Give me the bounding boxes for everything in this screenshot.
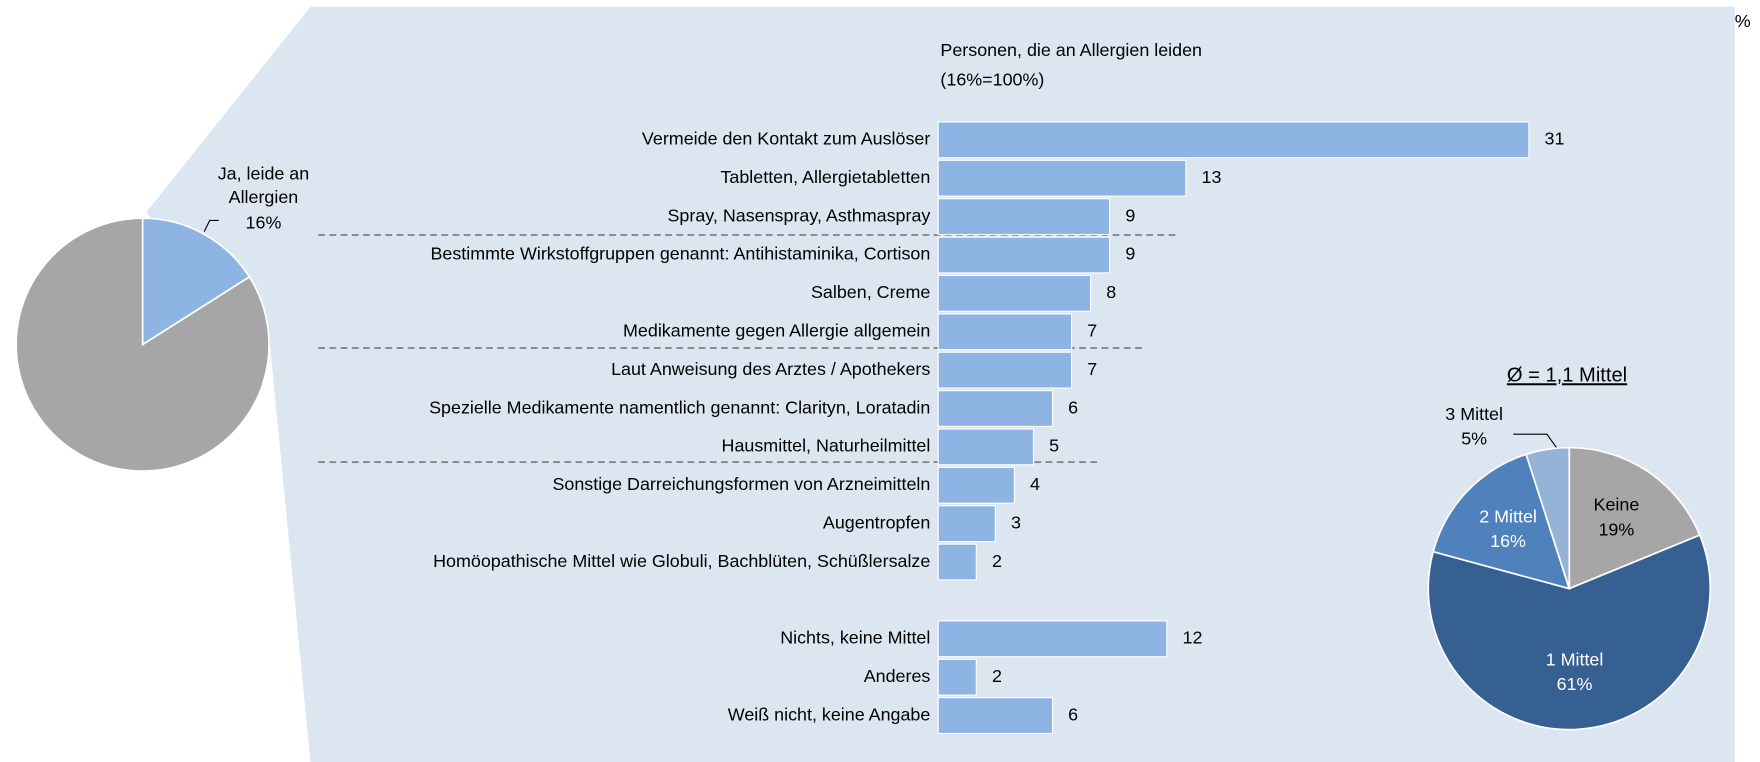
leader-line: [1513, 433, 1559, 451]
bar-title: Personen, die an Allergien leiden: [940, 40, 1202, 60]
bar: [937, 159, 1187, 197]
bar: [937, 505, 996, 543]
bar-subtitle: (16%=100%): [940, 69, 1044, 89]
value-label: 4: [1030, 474, 1040, 494]
category-label: Hausmittel, Naturheilmittel: [722, 436, 931, 456]
slice-label: Ja, leide an Allergien: [218, 163, 310, 206]
bar: [937, 274, 1092, 312]
category-label: Spezielle Medikamente namentlich genannt…: [429, 397, 930, 417]
category-label: Nichts, keine Mittel: [780, 628, 930, 648]
bar: [937, 543, 977, 581]
bar: [937, 697, 1054, 735]
bar: [937, 620, 1168, 658]
category-label: Medikamente gegen Allergie allgemein: [623, 321, 930, 341]
pie-slice: [1525, 446, 1571, 589]
value-label: 2: [992, 666, 1002, 686]
value-label: 6: [1068, 704, 1078, 724]
category-label: Tabletten, Allergietabletten: [720, 167, 930, 187]
bar: [937, 466, 1015, 504]
slice-value-label: 5%: [1461, 428, 1487, 448]
value-label: 13: [1202, 167, 1222, 187]
bar: [937, 198, 1111, 236]
value-label: 6: [1068, 397, 1078, 417]
leader-line: [203, 219, 219, 232]
slice-label-line: Allergien: [229, 187, 299, 207]
value-label: 9: [1125, 244, 1135, 264]
category-label: Laut Anweisung des Arztes / Apothekers: [611, 359, 930, 379]
bar: [937, 428, 1035, 466]
value-label: 31: [1545, 129, 1565, 149]
value-label: 3: [1011, 512, 1021, 532]
category-label: Spray, Nasenspray, Asthmaspray: [668, 205, 931, 225]
pie-slice: [15, 217, 270, 472]
slice-label: 1 Mittel: [1546, 649, 1604, 669]
value-label: 7: [1087, 321, 1097, 341]
category-label: Anderes: [864, 666, 931, 686]
pie-slice: [1427, 534, 1712, 731]
category-label: Vermeide den Kontakt zum Auslöser: [642, 129, 930, 149]
pie-slice: [1568, 446, 1701, 590]
bar: [937, 390, 1054, 427]
bar: [937, 121, 1530, 159]
category-label: Bestimmte Wirkstoffgruppen genannt: Anti…: [430, 244, 930, 264]
category-label: Augentropfen: [823, 512, 930, 532]
slice-label: 2 Mittel: [1479, 507, 1537, 527]
value-label: 5: [1049, 436, 1059, 456]
pie-slice: [1432, 453, 1571, 590]
value-label: 2: [992, 551, 1002, 571]
slice-label-line: Ja, leide an: [218, 163, 310, 183]
pie-slice: [141, 217, 251, 347]
category-label: Weiß nicht, keine Angabe: [728, 704, 931, 724]
unit-label: %: [1735, 11, 1751, 31]
slice-label: Keine: [1594, 495, 1640, 515]
bar: [937, 351, 1073, 389]
slice-value-label: 16%: [1490, 531, 1526, 551]
slice-label: 3 Mittel: [1445, 404, 1503, 424]
value-label: 7: [1087, 359, 1097, 379]
category-label: Sonstige Darreichungsformen von Arzneimi…: [552, 474, 930, 494]
slice-value-label: 19%: [1598, 519, 1634, 539]
category-label: Salben, Creme: [811, 282, 930, 302]
category-label: Homöopathische Mittel wie Globuli, Bachb…: [433, 551, 930, 571]
value-label: 9: [1125, 205, 1135, 225]
slice-value-label: 61%: [1557, 674, 1593, 694]
bar: [937, 313, 1073, 351]
bar: [937, 236, 1111, 274]
value-label: 12: [1183, 628, 1203, 648]
value-label: 8: [1106, 282, 1116, 302]
pie-title: Ø = 1,1 Mittel: [1507, 364, 1627, 386]
bar: [937, 658, 977, 696]
slice-value-label: 16%: [246, 213, 282, 233]
